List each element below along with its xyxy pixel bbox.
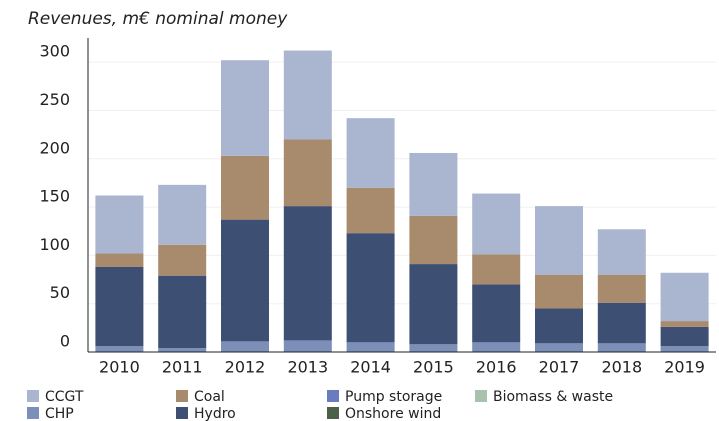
bar-segment bbox=[95, 195, 144, 254]
bar-segment bbox=[472, 254, 521, 285]
x-tick-label: 2019 bbox=[664, 358, 705, 377]
bar-segment bbox=[597, 274, 646, 303]
bar-segment bbox=[158, 244, 207, 276]
bar-segment bbox=[535, 343, 583, 352]
bar-segment bbox=[409, 264, 458, 345]
y-tick-label: 150 bbox=[39, 187, 70, 206]
legend-swatch bbox=[327, 407, 339, 419]
y-tick-label: 100 bbox=[39, 235, 70, 254]
bar-segment bbox=[158, 275, 207, 349]
bar-segment bbox=[660, 321, 709, 327]
bar-segment bbox=[221, 60, 269, 156]
legend-label: CCGT bbox=[45, 389, 84, 405]
y-tick-label: 250 bbox=[39, 90, 70, 109]
legend-label: CHP bbox=[45, 406, 74, 421]
chart-title: Revenues, m€ nominal money bbox=[28, 9, 288, 29]
bar-segment bbox=[660, 272, 709, 322]
x-tick-label: 2017 bbox=[539, 358, 580, 377]
bar-segment bbox=[597, 302, 646, 344]
bar-segment bbox=[283, 206, 332, 341]
legend-swatch bbox=[27, 390, 39, 402]
bar-segment bbox=[535, 274, 583, 309]
x-tick-label: 2016 bbox=[476, 358, 517, 377]
legend-label: Onshore wind bbox=[345, 406, 441, 421]
y-tick-label: 200 bbox=[39, 138, 70, 157]
bar-segment bbox=[472, 342, 521, 352]
bar-segment bbox=[346, 118, 395, 188]
legend-swatch bbox=[27, 407, 39, 419]
bar-segment bbox=[472, 193, 521, 255]
legend-swatch bbox=[475, 390, 487, 402]
x-tick-label: 2010 bbox=[99, 358, 140, 377]
x-tick-label: 2013 bbox=[287, 358, 328, 377]
legend-swatch bbox=[176, 390, 188, 402]
y-tick-label: 50 bbox=[50, 283, 70, 302]
bar-segment bbox=[472, 284, 521, 343]
bar-segment bbox=[597, 343, 646, 352]
bar-segment bbox=[221, 219, 269, 342]
bar-segment bbox=[158, 348, 207, 352]
bar-segment bbox=[95, 266, 144, 347]
bar-segment bbox=[409, 344, 458, 352]
legend-label: Coal bbox=[194, 389, 225, 405]
bar-segment bbox=[95, 253, 144, 267]
bar-segment bbox=[221, 341, 269, 352]
legend-label: Pump storage bbox=[345, 389, 442, 405]
legend-label: Hydro bbox=[194, 406, 236, 421]
x-tick-label: 2012 bbox=[225, 358, 266, 377]
bar-segment bbox=[409, 215, 458, 265]
legend-label: Biomass & waste bbox=[493, 389, 613, 405]
bar-segment bbox=[221, 155, 269, 220]
x-tick-label: 2018 bbox=[601, 358, 642, 377]
bar-segment bbox=[535, 308, 583, 344]
bar-segment bbox=[535, 206, 583, 275]
bar-segment bbox=[283, 50, 332, 140]
bar-segment bbox=[346, 233, 395, 343]
bar-segment bbox=[660, 326, 709, 347]
bar-segment bbox=[597, 229, 646, 275]
x-tick-label: 2011 bbox=[162, 358, 203, 377]
bar-segment bbox=[660, 346, 709, 352]
bar-segment bbox=[95, 346, 144, 352]
x-tick-label: 2014 bbox=[350, 358, 391, 377]
bar-segment bbox=[346, 342, 395, 352]
bar-segment bbox=[283, 139, 332, 207]
bar-segment bbox=[158, 184, 207, 245]
bar-segment bbox=[283, 340, 332, 352]
x-tick-label: 2015 bbox=[413, 358, 454, 377]
y-tick-label: 300 bbox=[39, 42, 70, 61]
legend-swatch bbox=[327, 390, 339, 402]
bar-segment bbox=[409, 152, 458, 216]
y-tick-label: 0 bbox=[60, 332, 70, 351]
bar-segment bbox=[346, 187, 395, 234]
legend-swatch bbox=[176, 407, 188, 419]
